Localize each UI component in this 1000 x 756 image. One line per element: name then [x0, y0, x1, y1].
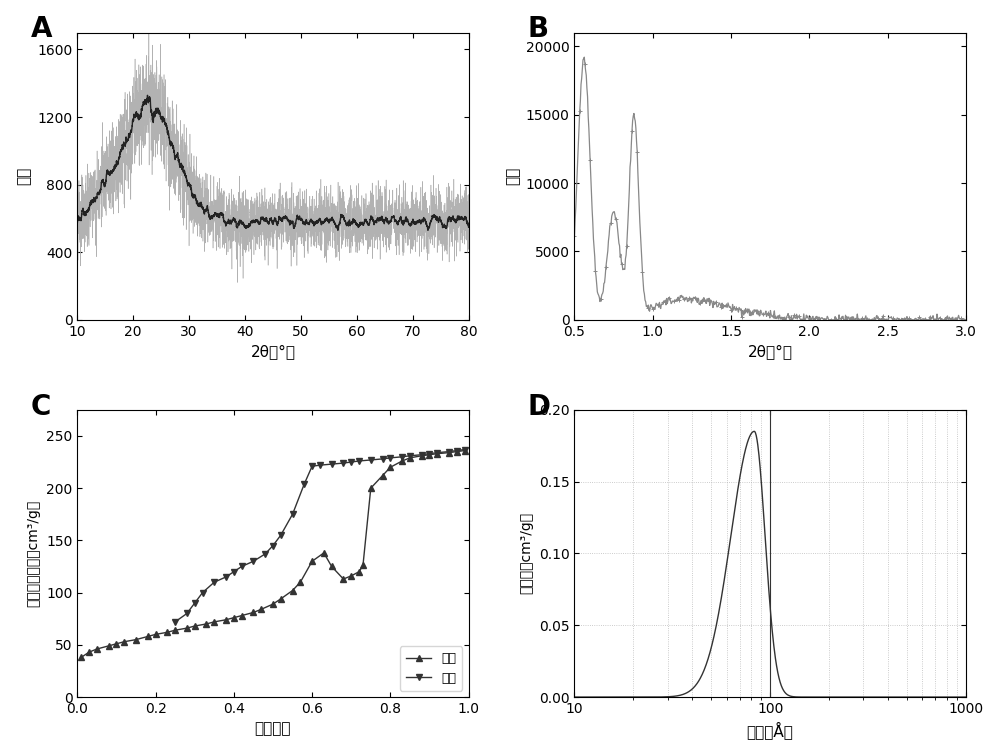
吸附	[318, 548, 330, 557]
吸附	[431, 449, 443, 458]
Y-axis label: 氯气吸附体积（cm³/g）: 氯气吸附体积（cm³/g）	[27, 500, 41, 607]
X-axis label: 相对压力: 相对压力	[255, 721, 291, 736]
吸附	[247, 608, 259, 617]
脱附	[431, 448, 443, 457]
吸附	[255, 605, 267, 614]
脱附	[275, 531, 287, 540]
吸附	[423, 450, 435, 459]
脱附	[396, 452, 408, 461]
吸附	[294, 578, 306, 587]
脱附	[189, 599, 201, 608]
吸附	[384, 463, 396, 472]
脱附	[236, 562, 248, 571]
吸附	[326, 562, 338, 571]
吸附	[142, 632, 154, 641]
吸附	[357, 561, 369, 570]
X-axis label: 2θ（°）: 2θ（°）	[250, 344, 295, 359]
脱附	[423, 449, 435, 458]
脱附	[451, 446, 463, 455]
吸附	[75, 653, 87, 662]
X-axis label: 2θ（°）: 2θ（°）	[748, 344, 793, 359]
吸附	[189, 621, 201, 631]
脱附	[443, 447, 455, 456]
吸附	[200, 619, 212, 628]
吸附	[365, 484, 377, 493]
脱附	[314, 460, 326, 469]
吸附	[416, 451, 428, 460]
脱附	[377, 454, 389, 463]
吸附	[150, 630, 162, 639]
脱附	[459, 445, 471, 454]
Text: D: D	[528, 392, 551, 420]
脱附	[416, 450, 428, 459]
吸附	[377, 471, 389, 480]
脱附	[345, 457, 357, 466]
脱附	[181, 609, 193, 618]
脱附	[353, 457, 365, 466]
脱附	[404, 451, 416, 460]
吸附	[103, 641, 115, 650]
吸附	[83, 648, 95, 657]
脱附	[326, 460, 338, 469]
脱附	[208, 578, 220, 587]
吸附	[228, 613, 240, 622]
吸附	[169, 626, 181, 635]
吸附	[353, 567, 365, 576]
X-axis label: 孔径（Å）: 孔径（Å）	[747, 721, 794, 739]
脱附	[298, 479, 310, 488]
脱附	[197, 588, 209, 597]
吸附	[130, 635, 142, 644]
吸附	[236, 611, 248, 620]
吸附	[181, 624, 193, 633]
脱附	[267, 541, 279, 550]
Line: 脱附: 脱附	[172, 446, 468, 625]
Y-axis label: 强度: 强度	[505, 167, 520, 185]
吸附	[161, 627, 173, 637]
脱附	[220, 572, 232, 581]
吸附	[337, 575, 349, 584]
吸附	[306, 556, 318, 565]
吸附	[451, 447, 463, 456]
吸附	[208, 618, 220, 627]
吸附	[396, 457, 408, 466]
脱附	[384, 454, 396, 463]
脱附	[228, 567, 240, 576]
Line: 吸附: 吸附	[78, 448, 468, 661]
吸附	[275, 594, 287, 603]
吸附	[267, 600, 279, 609]
脱附	[287, 510, 299, 519]
吸附	[110, 640, 122, 649]
脱附	[365, 455, 377, 464]
Legend: 吸附, 脱附: 吸附, 脱附	[400, 646, 462, 691]
吸附	[345, 572, 357, 581]
Y-axis label: 强度: 强度	[17, 167, 32, 185]
脱附	[247, 556, 259, 565]
吸附	[404, 454, 416, 463]
吸附	[287, 586, 299, 595]
吸附	[220, 615, 232, 624]
脱附	[306, 462, 318, 471]
Text: B: B	[528, 15, 549, 43]
Y-axis label: 孔体积（cm³/g）: 孔体积（cm³/g）	[519, 513, 533, 594]
吸附	[118, 637, 130, 646]
脱附	[259, 550, 271, 559]
Text: C: C	[30, 392, 51, 420]
吸附	[459, 446, 471, 455]
吸附	[443, 448, 455, 457]
吸附	[91, 644, 103, 653]
脱附	[337, 459, 349, 468]
脱附	[169, 618, 181, 627]
Text: A: A	[30, 15, 52, 43]
